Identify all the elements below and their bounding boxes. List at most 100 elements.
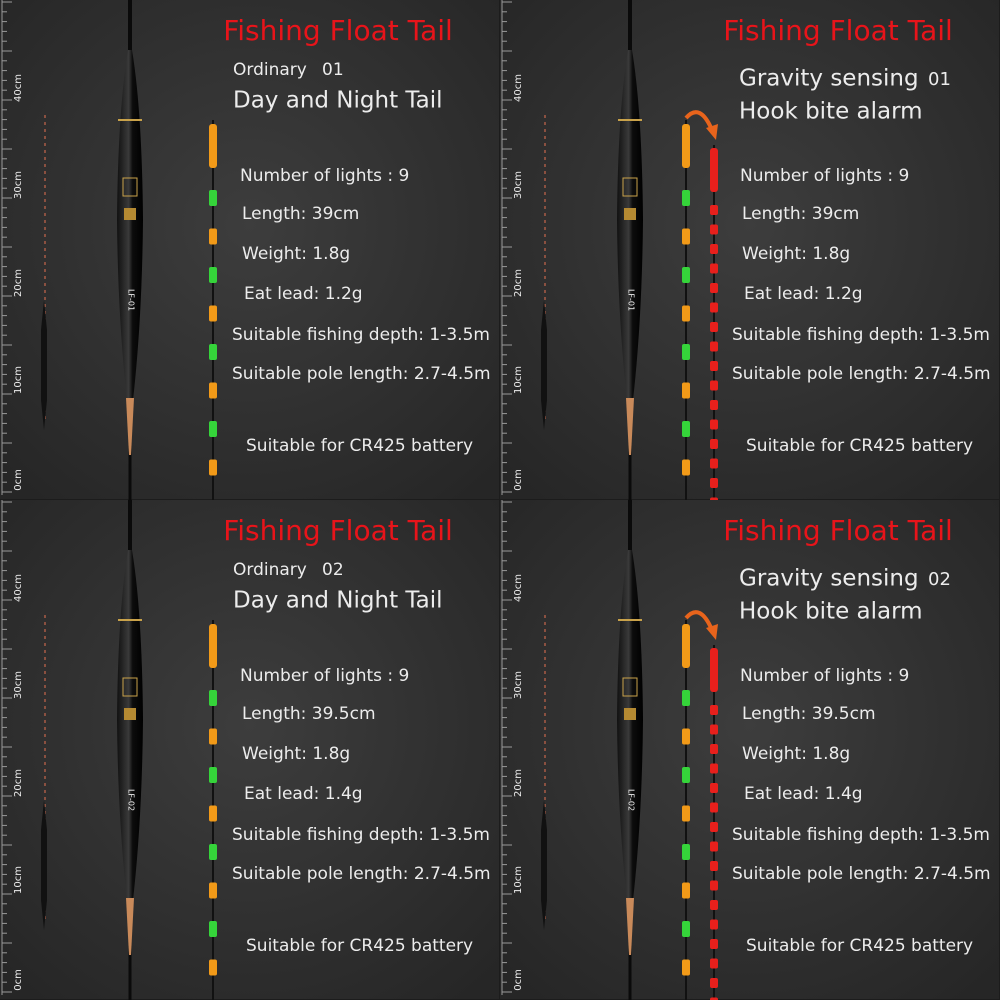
tail-light bbox=[209, 728, 217, 745]
tail-light bbox=[682, 267, 690, 283]
model-number: 01 bbox=[322, 60, 344, 80]
small-float-body bbox=[41, 800, 47, 930]
tail-light bbox=[710, 744, 718, 754]
tail-light bbox=[209, 690, 217, 706]
tail-light bbox=[710, 148, 718, 192]
panel: 40cm 30cm 20cm 10cm 0cm LF-02 Fishing Float Ta… bbox=[500, 500, 1000, 1000]
spec-line: Eat lead: 1.2g bbox=[744, 284, 863, 304]
float-tip bbox=[626, 398, 634, 455]
small-float-body bbox=[41, 300, 47, 430]
spec-line: Weight: 1.8g bbox=[742, 744, 850, 764]
tail-light bbox=[710, 419, 718, 430]
tail-light bbox=[682, 124, 690, 168]
spec-line: Number of lights : 9 bbox=[740, 166, 909, 186]
tail-light bbox=[209, 882, 217, 899]
tail-light bbox=[682, 344, 690, 360]
tail-light bbox=[209, 959, 217, 976]
panel-title: Fishing Float Tail bbox=[223, 14, 453, 47]
tail-light bbox=[710, 978, 718, 988]
ruler-label: 20cm bbox=[13, 769, 24, 797]
tail-light bbox=[710, 341, 718, 352]
panel: 40cm 30cm 20cm 10cm 0cm LF-02 Fishing Float Ta… bbox=[0, 500, 500, 1000]
ruler-label: 10cm bbox=[13, 866, 24, 894]
tail-light bbox=[209, 305, 217, 322]
tail-light bbox=[682, 959, 690, 976]
ruler-label: 40cm bbox=[513, 574, 524, 602]
tail-light bbox=[682, 305, 690, 322]
ruler-label: 10cm bbox=[513, 366, 524, 394]
spec-line: Number of lights : 9 bbox=[240, 666, 409, 686]
float-tip bbox=[126, 898, 134, 955]
float-logo bbox=[622, 677, 638, 697]
tail-light bbox=[209, 921, 217, 937]
model-number: 02 bbox=[322, 560, 344, 580]
tail-light bbox=[710, 244, 718, 254]
panel-background bbox=[500, 0, 1000, 500]
tail-light bbox=[710, 958, 718, 969]
spec-line: Weight: 1.8g bbox=[742, 244, 850, 264]
ruler-label: 0cm bbox=[513, 469, 524, 491]
tail-light bbox=[710, 939, 718, 949]
spec-line: Length: 39cm bbox=[242, 204, 359, 224]
battery-note: Suitable for CR425 battery bbox=[746, 936, 973, 956]
tail-light bbox=[682, 228, 690, 245]
tail-light bbox=[209, 124, 217, 168]
alarm-arrow-head bbox=[706, 624, 718, 640]
headline: Hook bite alarm bbox=[739, 599, 923, 625]
panel-background bbox=[0, 500, 500, 1000]
spec-line: Suitable fishing depth: 1-3.5m bbox=[232, 825, 490, 845]
tail-light bbox=[710, 705, 718, 715]
panel-background bbox=[500, 500, 1000, 1000]
tail-light bbox=[710, 724, 718, 735]
float-logo bbox=[122, 177, 138, 197]
mode-label: Gravity sensing bbox=[739, 66, 919, 92]
tail-light bbox=[209, 459, 217, 476]
float-tip bbox=[126, 398, 134, 455]
spec-line: Suitable fishing depth: 1-3.5m bbox=[732, 825, 990, 845]
tail-light bbox=[710, 458, 718, 469]
mode-label: Ordinary bbox=[233, 560, 307, 580]
headline: Day and Night Tail bbox=[233, 588, 443, 614]
tail-light bbox=[209, 421, 217, 437]
battery-note: Suitable for CR425 battery bbox=[246, 936, 473, 956]
tail-light bbox=[209, 767, 217, 783]
tail-light bbox=[682, 421, 690, 437]
ruler-label: 10cm bbox=[513, 866, 524, 894]
ruler-label: 20cm bbox=[513, 269, 524, 297]
model-number: 01 bbox=[928, 69, 951, 90]
float-label: LF-01 bbox=[627, 289, 636, 311]
ruler-label: 30cm bbox=[513, 671, 524, 699]
ruler-label: 30cm bbox=[13, 171, 24, 199]
tail-light bbox=[710, 841, 718, 852]
float-body bbox=[117, 550, 143, 900]
ruler-label: 20cm bbox=[13, 269, 24, 297]
tail-light bbox=[209, 344, 217, 360]
tail-light bbox=[209, 805, 217, 822]
tail-light bbox=[682, 921, 690, 937]
battery-note: Suitable for CR425 battery bbox=[246, 436, 473, 456]
float-body bbox=[117, 50, 143, 400]
ruler-label: 0cm bbox=[13, 469, 24, 491]
tail-light bbox=[710, 861, 718, 871]
tail-light bbox=[710, 478, 718, 488]
float-body bbox=[617, 50, 643, 400]
float-label: LF-02 bbox=[627, 789, 636, 811]
alarm-arrow-head bbox=[706, 124, 718, 140]
tail-light bbox=[710, 880, 718, 891]
float-logo bbox=[124, 208, 136, 220]
ruler-label: 30cm bbox=[513, 171, 524, 199]
float-logo bbox=[622, 177, 638, 197]
tail-light bbox=[682, 767, 690, 783]
alarm-arrow bbox=[684, 610, 714, 631]
small-float-body bbox=[541, 300, 547, 430]
small-float-body bbox=[541, 800, 547, 930]
spec-line: Suitable fishing depth: 1-3.5m bbox=[732, 325, 990, 345]
ruler-label: 20cm bbox=[513, 769, 524, 797]
tail-light bbox=[682, 690, 690, 706]
tail-light bbox=[710, 919, 718, 930]
tail-light bbox=[710, 263, 718, 274]
spec-line: Length: 39cm bbox=[742, 204, 859, 224]
headline: Day and Night Tail bbox=[233, 88, 443, 114]
tail-light bbox=[710, 283, 718, 293]
ruler-label: 0cm bbox=[13, 969, 24, 991]
